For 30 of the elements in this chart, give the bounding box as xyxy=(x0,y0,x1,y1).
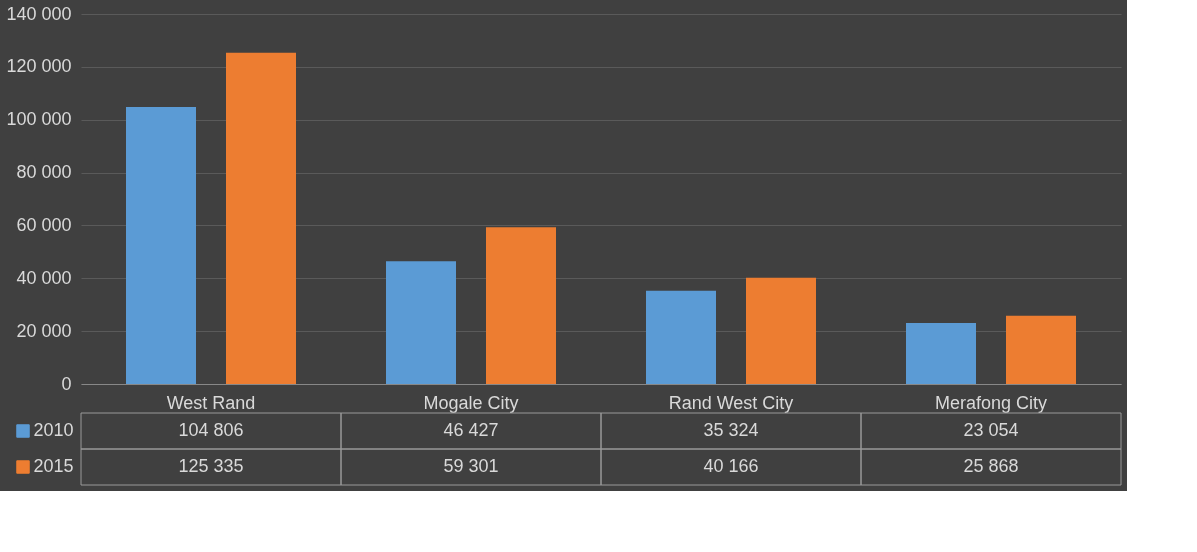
data-label: 23 054 xyxy=(963,420,1019,440)
x-tick-label: Merafong City xyxy=(934,392,1048,413)
legend-label: 2015 xyxy=(33,456,74,476)
y-tick-label: 80 000 xyxy=(16,162,72,183)
bar xyxy=(226,52,296,384)
bar xyxy=(906,323,976,384)
data-label: 104 806 xyxy=(178,420,244,440)
bar xyxy=(126,107,196,384)
y-tick-label: 140 000 xyxy=(6,3,72,24)
x-tick-label: Rand West City xyxy=(668,392,794,413)
data-label: 25 868 xyxy=(963,456,1019,476)
y-tick-label: 20 000 xyxy=(16,320,72,341)
bar xyxy=(486,227,556,384)
data-label: 40 166 xyxy=(703,456,759,476)
y-tick-label: 40 000 xyxy=(16,267,72,288)
bar xyxy=(1006,315,1076,384)
bar xyxy=(746,277,816,384)
y-tick-label: 100 000 xyxy=(6,109,72,130)
y-tick-label: 0 xyxy=(61,373,72,394)
x-tick-label: Mogale City xyxy=(423,392,519,413)
x-tick-label: West Rand xyxy=(166,392,256,413)
data-label: 35 324 xyxy=(703,420,759,440)
bar xyxy=(646,290,716,384)
legend-label: 2010 xyxy=(33,420,74,440)
bar xyxy=(386,261,456,384)
y-tick-label: 120 000 xyxy=(6,56,72,77)
data-label: 125 335 xyxy=(178,456,244,476)
data-label: 46 427 xyxy=(443,420,499,440)
data-label: 59 301 xyxy=(443,456,499,476)
y-tick-label: 60 000 xyxy=(16,214,72,235)
